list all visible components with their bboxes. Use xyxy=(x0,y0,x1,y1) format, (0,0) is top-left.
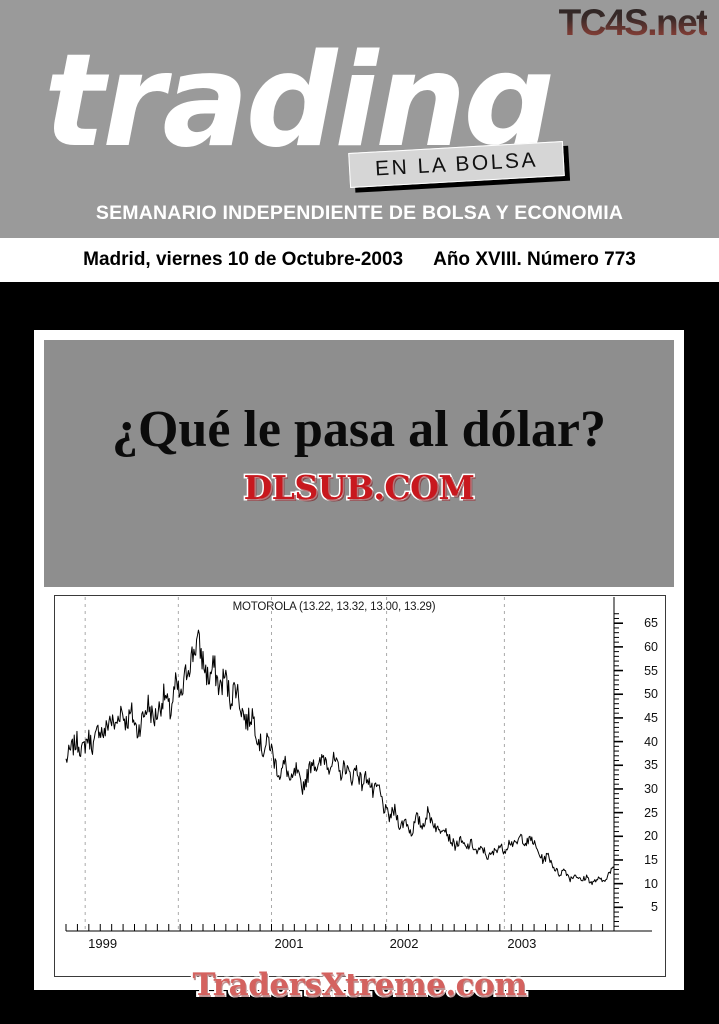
chart-x-tick-label: 1999 xyxy=(88,936,118,951)
trading-logo: trading xyxy=(44,27,555,176)
chart-y-tick-label: 20 xyxy=(644,829,658,844)
dateline-bar: Madrid, viernes 10 de Octubre-2003 Año X… xyxy=(0,238,719,282)
dlsub-watermark: DLSUB.COM xyxy=(44,467,674,509)
chart-y-axis-labels: 65 60 55 50 45 40 35 30 25 20 15 10 5 xyxy=(628,595,662,977)
cover-headline: ¿Qué le pasa al dólar? xyxy=(111,401,607,458)
chart-y-tick-label: 15 xyxy=(644,852,658,867)
chart-y-tick-label: 50 xyxy=(644,687,658,702)
chart-plot xyxy=(65,597,652,932)
chart-title: MOTOROLA (13.22, 13.32, 13.00, 13.29) xyxy=(232,601,436,613)
cover-headline-panel: ¿Qué le pasa al dólar? DLSUB.COM xyxy=(44,340,674,587)
motorola-chart: MOTOROLA (13.22, 13.32, 13.00, 13.29) 65… xyxy=(54,595,666,977)
masthead-tagline: SEMANARIO INDEPENDIENTE DE BOLSA Y ECONO… xyxy=(95,202,624,224)
chart-frame xyxy=(54,595,666,977)
chart-x-tick-label: 2001 xyxy=(274,936,304,951)
dlsub-watermark-text: DLSUB.COM xyxy=(242,467,476,509)
chart-axis-ticks xyxy=(65,597,652,932)
chart-x-tick-label: 2003 xyxy=(507,936,537,951)
chart-y-tick-label: 10 xyxy=(644,876,658,891)
price-series-line xyxy=(65,629,615,886)
chart-y-tick-label: 5 xyxy=(651,900,658,915)
chart-gridlines xyxy=(84,597,505,931)
chart-y-tick-label: 35 xyxy=(644,758,658,773)
chart-y-tick-label: 30 xyxy=(644,781,658,796)
chart-y-tick-label: 65 xyxy=(644,616,658,631)
chart-y-tick-label: 55 xyxy=(644,663,658,678)
chart-y-tick-label: 40 xyxy=(644,734,658,749)
cover-panel: ¿Qué le pasa al dólar? DLSUB.COM MOTOROL… xyxy=(34,330,684,990)
chart-x-tick-label: 2002 xyxy=(389,936,419,951)
chart-y-tick-label: 45 xyxy=(644,710,658,725)
dateline-issue: Año XVIII. Número 773 xyxy=(433,249,636,270)
dateline-place-date: Madrid, viernes 10 de Octubre-2003 xyxy=(83,249,404,270)
masthead: TC4S.net trading EN LA BOLSA SEMANARIO I… xyxy=(0,0,719,238)
chart-y-tick-label: 25 xyxy=(644,805,658,820)
tc4s-watermark: TC4S.net xyxy=(558,2,709,43)
chart-y-tick-label: 60 xyxy=(644,639,658,654)
